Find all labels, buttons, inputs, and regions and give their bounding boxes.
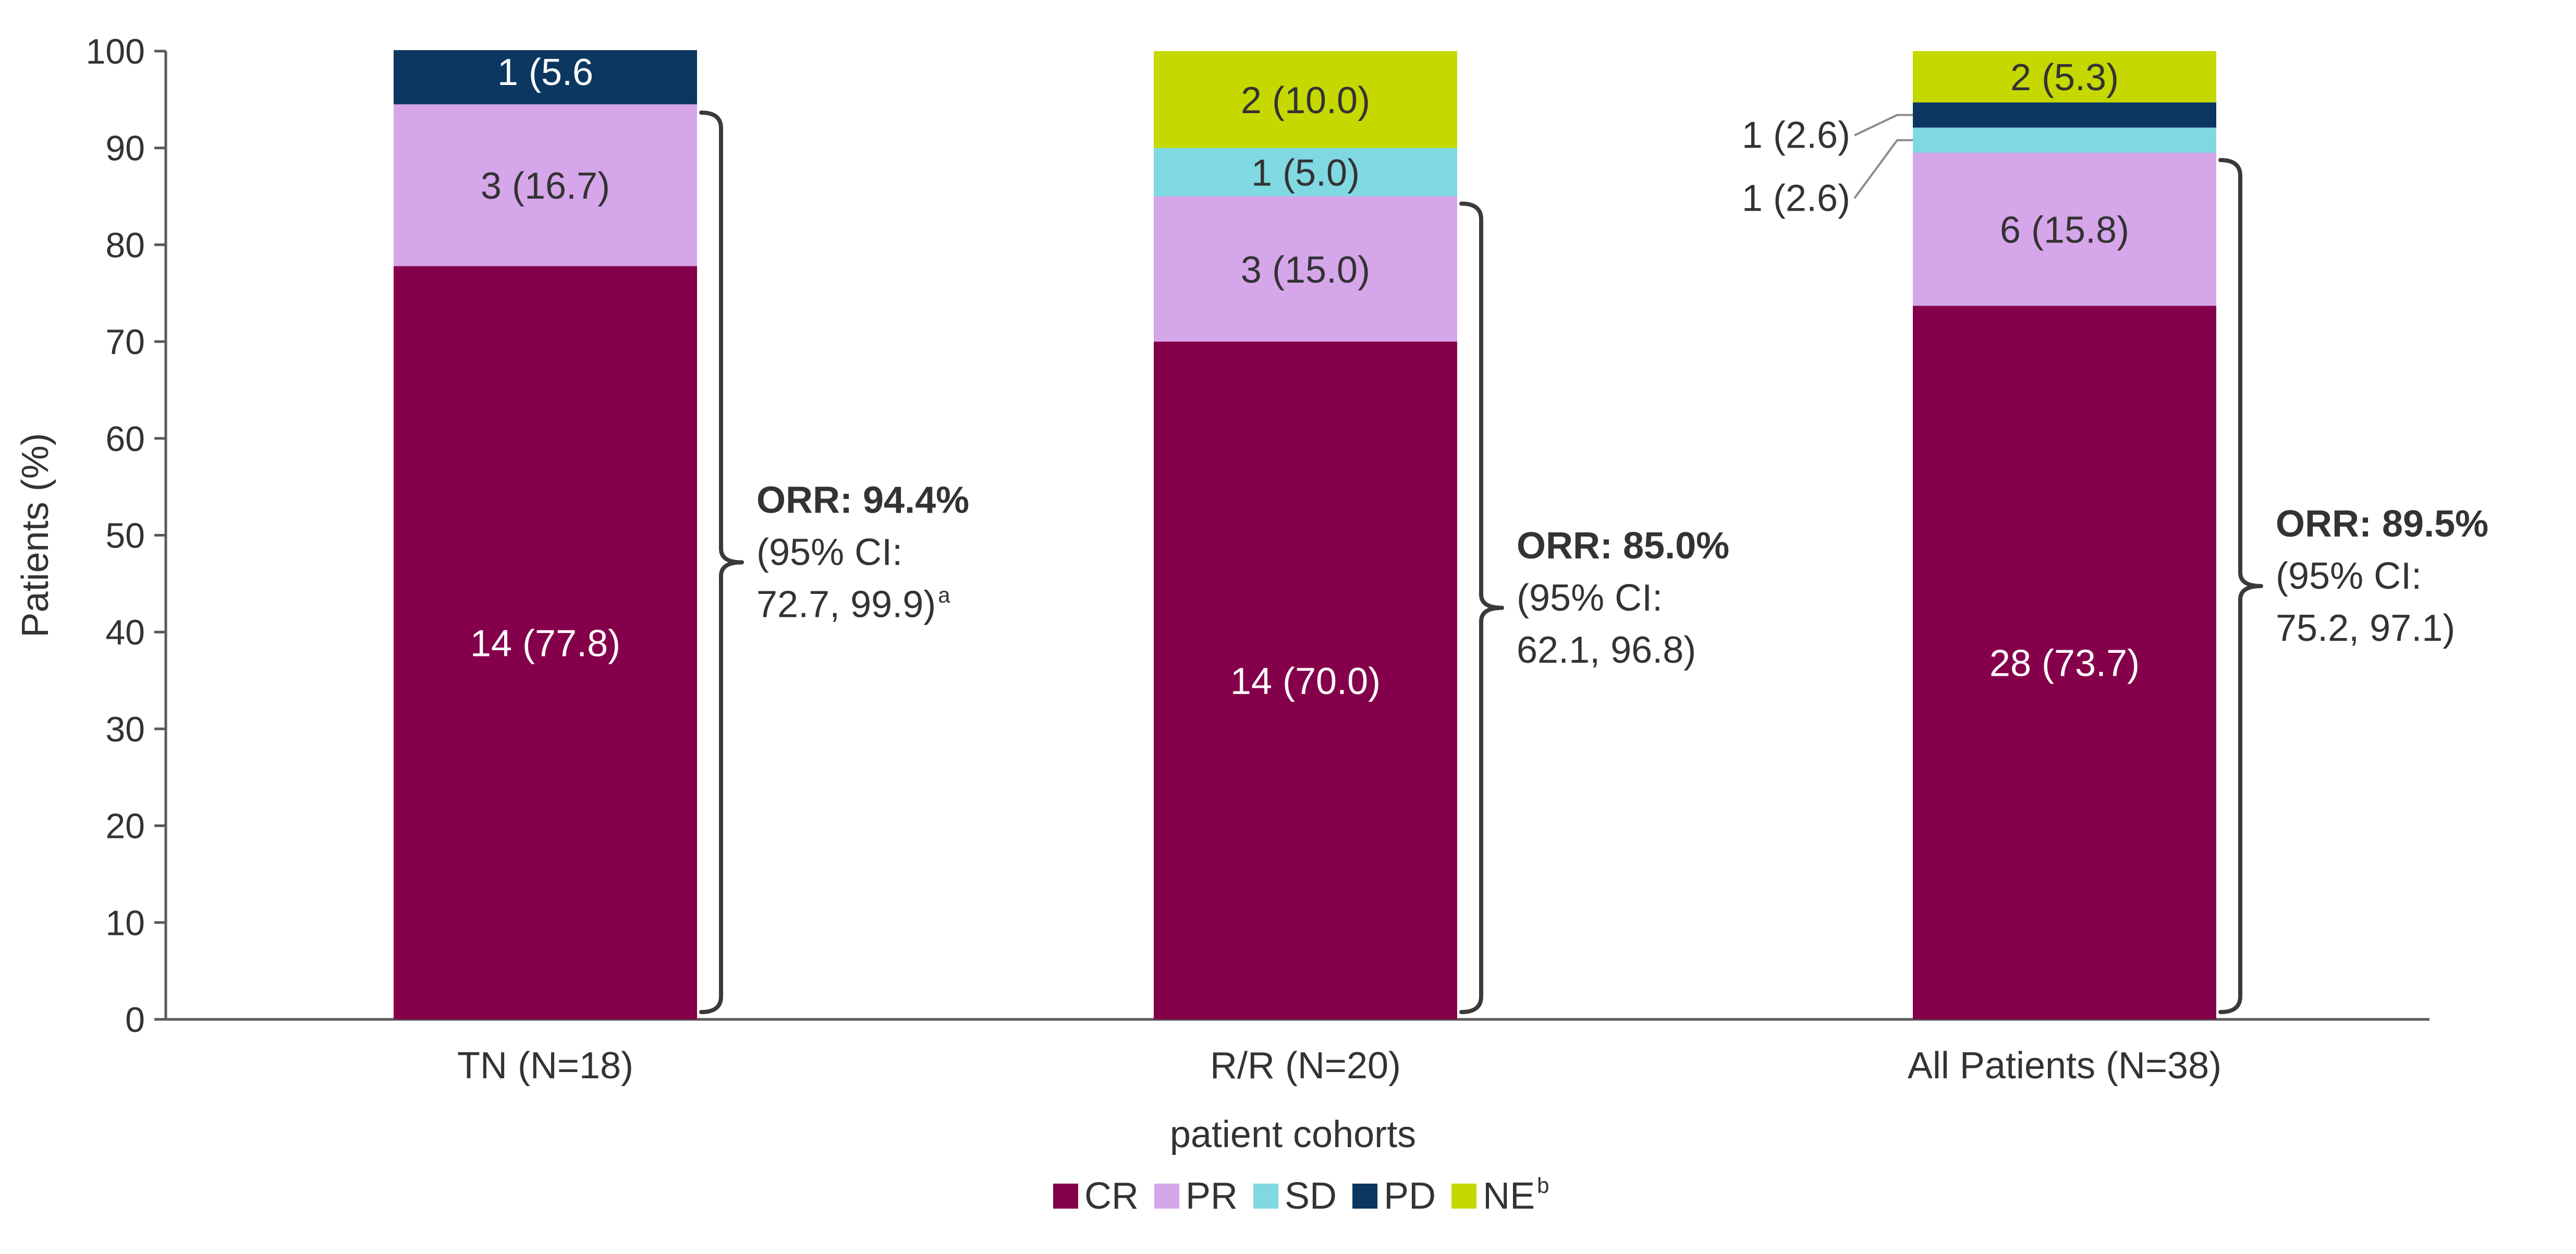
orr-ci-range: 72.7, 99.9) [756, 583, 936, 625]
bar-segment-pd [394, 50, 697, 105]
y-tick-label: 20 [105, 807, 145, 846]
segment-label-cr: 28 (73.7) [1989, 643, 2140, 685]
y-tick-label: 10 [105, 903, 145, 943]
y-tick-label: 100 [86, 32, 145, 71]
bar-segment-sd [1154, 148, 1457, 197]
bar-segment-cr [1154, 342, 1457, 1019]
orr-title: ORR: 94.4% [756, 479, 969, 521]
legend-swatch-cr [1053, 1184, 1078, 1209]
y-tick-label: 0 [125, 1000, 145, 1040]
y-tick-label: 70 [105, 322, 145, 362]
bar-segment-pr [1154, 196, 1457, 342]
legend-swatch-ne [1451, 1184, 1477, 1209]
bar-segment-pd [1913, 102, 2216, 128]
segment-label-cr: 14 (70.0) [1230, 661, 1381, 702]
legend-swatch-pd [1352, 1184, 1378, 1209]
y-tick-label: 60 [105, 419, 145, 459]
leader-line [1853, 139, 1913, 199]
orr-ci-line: (95% CI: [2276, 555, 2422, 597]
orr-bracket [2218, 157, 2263, 1014]
bar-segment-pr [394, 104, 697, 266]
bar-segment-cr [1913, 306, 2216, 1019]
legend-swatch-sd [1253, 1184, 1279, 1209]
legend-footnote-marker: b [1537, 1173, 1549, 1198]
y-tick-label: 30 [105, 710, 145, 749]
segment-label-pd: 1 (2.6) [1742, 115, 1850, 156]
x-tick-label: TN (N=18) [457, 1045, 633, 1087]
orr-ci-line: (95% CI: [756, 531, 902, 573]
bar-segment-cr [394, 266, 697, 1019]
legend-label-pr: PR [1186, 1175, 1238, 1217]
x-tick-label: All Patients (N=38) [1908, 1045, 2221, 1087]
legend-swatch-pr [1154, 1184, 1179, 1209]
segment-label-pd: 1 (5.6 [497, 52, 593, 93]
segment-label-cr: 14 (77.8) [470, 623, 620, 665]
orr-title: ORR: 85.0% [1517, 525, 1729, 567]
bar-segment-pr [1913, 152, 2216, 306]
segment-label-pr: 3 (16.7) [481, 165, 610, 207]
orr-ci-range: 75.2, 97.1) [2276, 607, 2455, 649]
legend-label-cr: CR [1084, 1175, 1139, 1217]
orr-ci-range: 62.1, 96.8) [1517, 629, 1696, 671]
segment-label-pr: 6 (15.8) [2000, 210, 2129, 251]
legend-label-pd: PD [1384, 1175, 1436, 1217]
y-tick-label: 40 [105, 613, 145, 652]
orr-footnote-marker: a [938, 582, 950, 607]
orr-title: ORR: 89.5% [2276, 503, 2488, 545]
legend-label-ne: NE [1483, 1175, 1535, 1217]
bar-segment-sd [1913, 127, 2216, 153]
segment-label-sd: 1 (5.0) [1251, 152, 1360, 194]
segment-label-ne: 2 (10.0) [1241, 80, 1370, 121]
legend-label-sd: SD [1285, 1175, 1337, 1217]
leader-line [1854, 114, 1913, 137]
y-tick-label: 80 [105, 225, 145, 265]
orr-bracket [699, 110, 744, 1014]
orr-ci-line: (95% CI: [1517, 577, 1663, 619]
x-tick-label: R/R (N=20) [1210, 1045, 1401, 1087]
y-tick-label: 50 [105, 516, 145, 556]
bar-segment-ne [1913, 51, 2216, 103]
y-axis-title: Patients (%) [15, 433, 56, 637]
segment-label-sd: 1 (2.6) [1742, 177, 1850, 219]
orr-bracket [1459, 201, 1504, 1014]
x-axis-title: patient cohorts [1170, 1114, 1416, 1155]
segment-label-pr: 3 (15.0) [1241, 249, 1370, 291]
bar-segment-ne [1154, 51, 1457, 148]
segment-label-ne: 2 (5.3) [2010, 57, 2119, 99]
y-tick-label: 90 [105, 129, 145, 168]
